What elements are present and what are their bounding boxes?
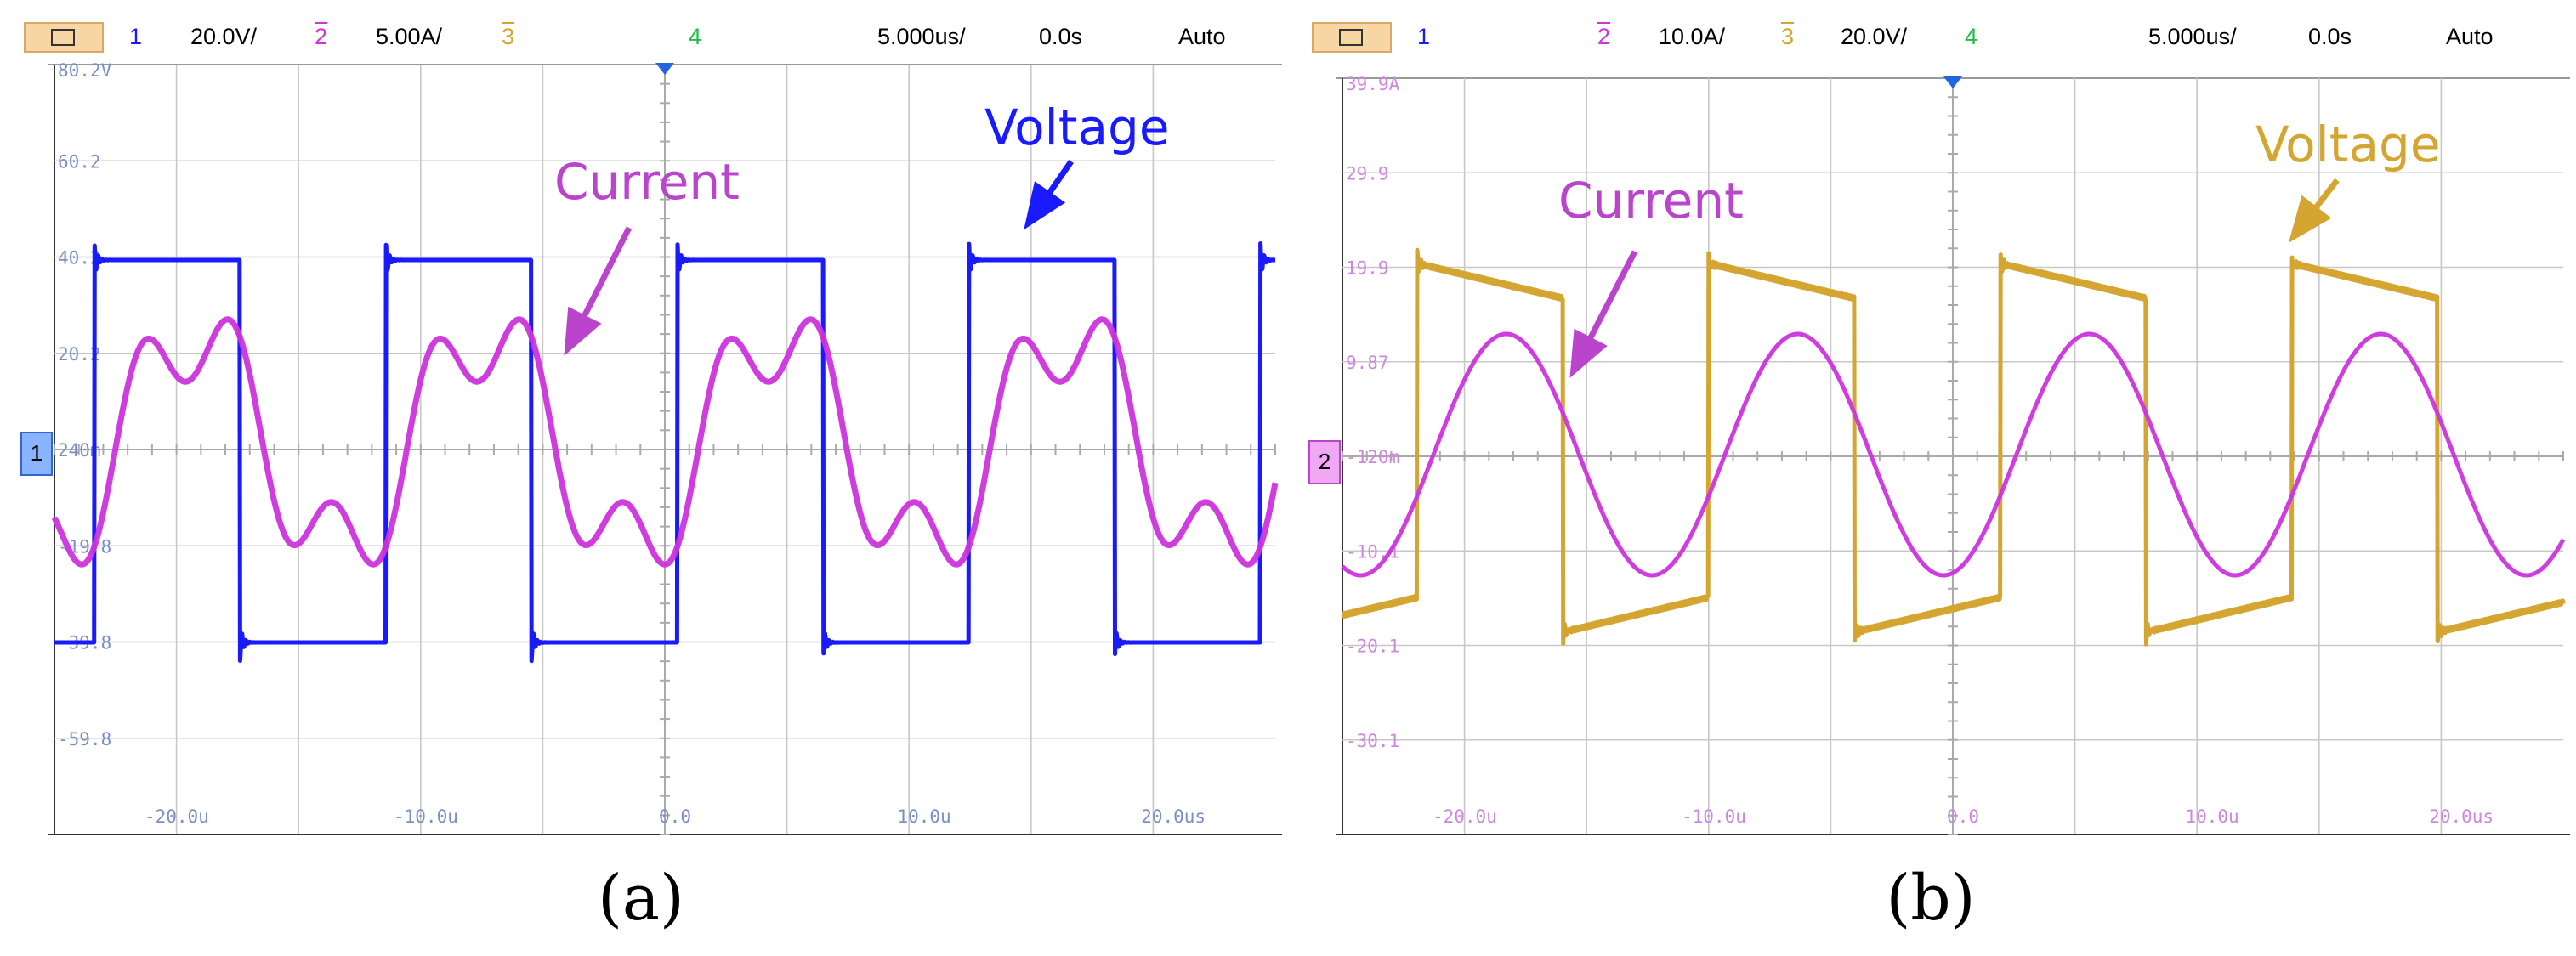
x-tick-label: 20.0us bbox=[2429, 806, 2494, 827]
delay[interactable]: 0.0s bbox=[2308, 24, 2352, 49]
y-tick-label: 60.2 bbox=[58, 151, 101, 172]
trigger-mode[interactable]: Auto bbox=[1178, 24, 1226, 49]
y-tick-label: 39.9A bbox=[1346, 74, 1400, 94]
timebase[interactable]: 5.000us/ bbox=[877, 24, 966, 49]
x-tick-labels: -20.0u -10.0u 0.0 10.0u 20.0us bbox=[1433, 806, 2494, 827]
center-axes bbox=[1342, 77, 2564, 835]
annotation-arrow-head-icon bbox=[564, 306, 602, 356]
annotation-arrow-head-icon bbox=[1024, 181, 1066, 230]
callout-current: Current bbox=[554, 153, 740, 211]
ch2-label[interactable]: 2 bbox=[315, 24, 328, 49]
ch2-scale: 5.00A/ bbox=[376, 24, 443, 49]
annotation-arrows bbox=[1569, 178, 2340, 378]
voltage-trace bbox=[1341, 247, 2566, 647]
ch3-label[interactable]: 3 bbox=[1781, 24, 1795, 49]
ch4-label[interactable]: 4 bbox=[689, 24, 702, 49]
ch2-label[interactable]: 2 bbox=[1597, 24, 1611, 49]
voltage-trace bbox=[53, 241, 1277, 664]
y-tick-label: -59.8 bbox=[58, 729, 111, 750]
scope-panel-b: 1 2 10.0A/ 3 20.0V/ 4 5.000us/ 0.0s Auto… bbox=[1288, 0, 2576, 956]
timebase[interactable]: 5.000us/ bbox=[2148, 24, 2237, 49]
ground-marker-label: 2 bbox=[1318, 449, 1331, 474]
x-tick-label: -20.0u bbox=[145, 806, 209, 827]
scope-plot-a: 80.2V60.240.220.2240m-19.8-39.8-59.8-20.… bbox=[48, 60, 1282, 835]
x-tick-label: -20.0u bbox=[1433, 806, 1497, 827]
delay[interactable]: 0.0s bbox=[1039, 24, 1083, 49]
x-tick-label: 10.0u bbox=[897, 806, 950, 827]
ground-marker[interactable]: 2 bbox=[1308, 440, 1341, 484]
annotation-arrows bbox=[564, 160, 1074, 356]
ch3-label[interactable]: 3 bbox=[502, 24, 515, 49]
current-trace bbox=[51, 316, 1279, 568]
scope-panel-a: 1 20.0V/ 2 5.00A/ 3 4 5.000us/ 0.0s Auto… bbox=[0, 0, 1288, 935]
menu-icon bbox=[1339, 29, 1363, 46]
callout-voltage: Voltage bbox=[984, 99, 1170, 156]
trigger-marker-icon bbox=[655, 63, 674, 75]
x-tick-label: 20.0us bbox=[1141, 806, 1206, 827]
x-tick-labels: -20.0u -10.0u 0.0 10.0u 20.0us bbox=[145, 806, 1206, 827]
callout-current: Current bbox=[1558, 172, 1744, 229]
annotation-arrow-head-icon bbox=[2288, 195, 2332, 243]
menu-icon bbox=[51, 29, 75, 46]
panel-caption: (a) bbox=[598, 862, 684, 935]
ch1-label[interactable]: 1 bbox=[129, 24, 143, 49]
x-tick-label: -10.0u bbox=[394, 806, 458, 827]
y-tick-label: 9.87 bbox=[1346, 353, 1389, 373]
x-tick-label: 0.0 bbox=[1947, 806, 1979, 827]
x-tick-label: 0.0 bbox=[659, 806, 691, 827]
ch2-scale: 10.0A/ bbox=[1659, 24, 1726, 49]
ground-marker-label: 1 bbox=[30, 440, 43, 466]
y-tick-label: 80.2V bbox=[58, 60, 112, 81]
scope-plot-b: 39.9A29.919.99.87-120m-10.1-20.1-30.1-20… bbox=[1336, 74, 2570, 835]
x-tick-label: 10.0u bbox=[2185, 806, 2238, 827]
menu-button[interactable] bbox=[24, 22, 104, 53]
ch1-label[interactable]: 1 bbox=[1417, 24, 1431, 49]
y-tick-label: -120m bbox=[1346, 447, 1399, 467]
current-trace bbox=[1341, 331, 2566, 578]
center-axes bbox=[54, 64, 1276, 835]
ch4-label[interactable]: 4 bbox=[1965, 24, 1978, 49]
menu-button[interactable] bbox=[1312, 22, 1392, 53]
ch1-scale: 20.0V/ bbox=[190, 24, 258, 49]
ch3-scale: 20.0V/ bbox=[1841, 24, 1908, 49]
y-tick-label: 19.9 bbox=[1346, 258, 1389, 279]
y-tick-label: -20.1 bbox=[1346, 636, 1399, 657]
x-tick-label: -10.0u bbox=[1682, 806, 1746, 827]
callout-voltage: Voltage bbox=[2255, 116, 2441, 173]
y-tick-label: -30.1 bbox=[1346, 731, 1399, 751]
annotation-arrow-head-icon bbox=[1569, 328, 1608, 378]
panel-caption: (b) bbox=[1886, 862, 1976, 935]
scope-toolbar: 1 20.0V/ 2 5.00A/ 3 4 5.000us/ 0.0s Auto bbox=[0, 0, 1288, 56]
scope-toolbar: 1 2 10.0A/ 3 20.0V/ 4 5.000us/ 0.0s Auto bbox=[1288, 0, 2576, 56]
trigger-marker-icon bbox=[1943, 76, 1962, 88]
ground-marker[interactable]: 1 bbox=[20, 432, 53, 476]
y-tick-label: 29.9 bbox=[1346, 163, 1389, 184]
trigger-mode[interactable]: Auto bbox=[2446, 24, 2494, 49]
